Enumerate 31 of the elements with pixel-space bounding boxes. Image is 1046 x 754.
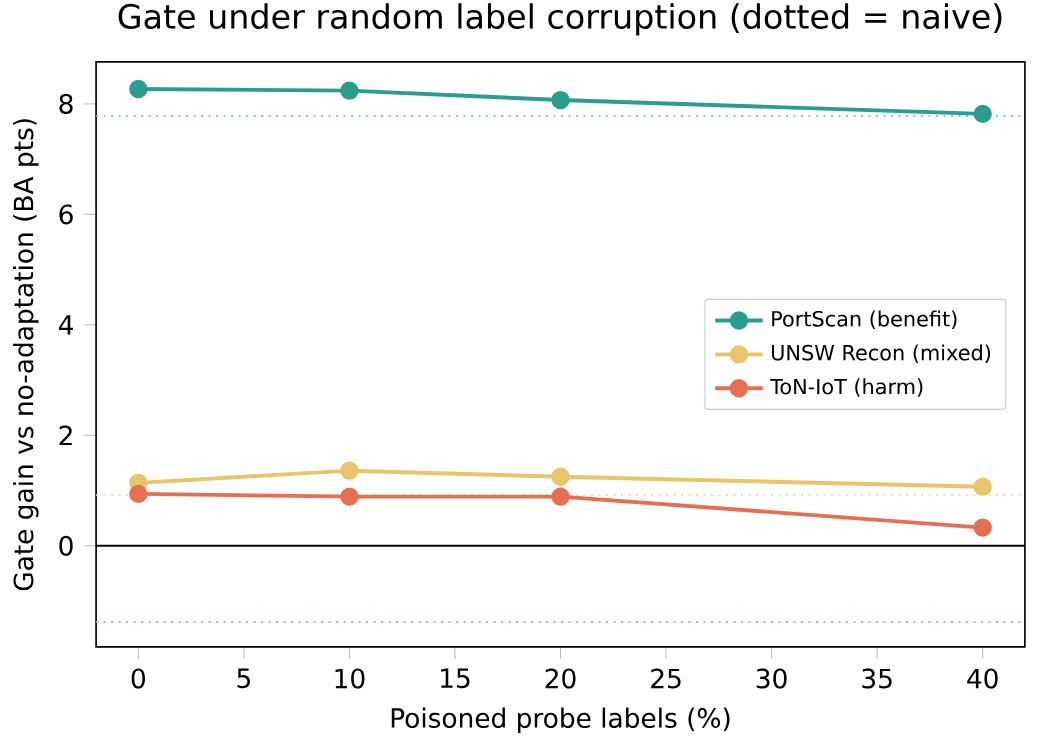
point xyxy=(340,81,359,100)
point xyxy=(551,467,570,487)
point xyxy=(340,487,359,506)
point xyxy=(340,461,359,480)
point xyxy=(973,477,992,496)
y-tick-label: 6 xyxy=(59,204,73,225)
x-tick-label: 5 xyxy=(237,668,250,689)
y-tick-label: 8 xyxy=(59,94,73,115)
x-tick-label: 30 xyxy=(756,668,787,689)
y-tick-label: 0 xyxy=(59,535,73,556)
x-tick-label: 20 xyxy=(545,668,576,689)
legend-label: UNSW Recon (mixed) xyxy=(771,344,991,364)
x-tick-label: 25 xyxy=(651,668,681,689)
x-tick-label: 0 xyxy=(131,668,145,689)
chart-title: Gate under random label corruption (dotted = naive) xyxy=(118,3,1002,36)
point xyxy=(129,79,148,99)
y-tick-label: 4 xyxy=(58,315,73,335)
x-tick-label: 35 xyxy=(862,668,892,689)
point xyxy=(551,487,570,506)
x-tick-label: 40 xyxy=(967,668,998,689)
y-axis-title: Gate gain vs no-adaptation (BA pts) xyxy=(13,119,39,591)
x-axis-title: Poisoned probe labels (%) xyxy=(391,707,730,734)
x-tick-label: 10 xyxy=(335,668,365,689)
legend-label: PortScan (benefit) xyxy=(772,310,957,330)
point xyxy=(973,518,992,537)
point xyxy=(551,90,570,110)
point xyxy=(129,484,148,504)
legend-label: ToN-IoT (harm) xyxy=(770,378,923,397)
x-tick-label: 15 xyxy=(441,668,470,689)
y-tick-label: 2 xyxy=(59,425,72,446)
point xyxy=(973,104,992,124)
